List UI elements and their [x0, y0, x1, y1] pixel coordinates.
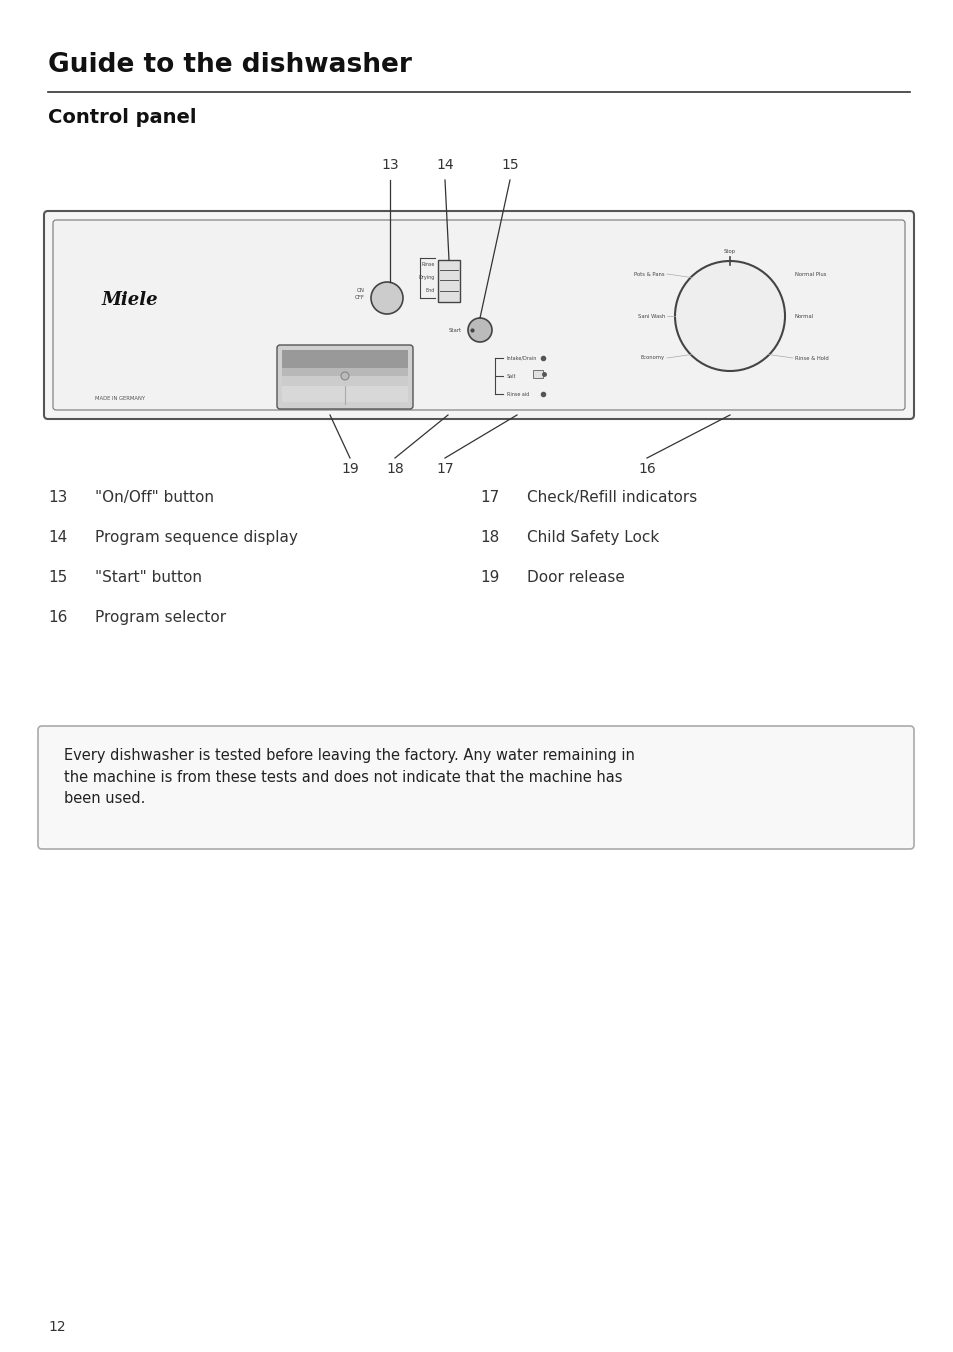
FancyBboxPatch shape: [276, 345, 413, 410]
Text: Economy: Economy: [640, 356, 664, 361]
Text: 14: 14: [436, 158, 454, 172]
Text: Program selector: Program selector: [95, 610, 226, 625]
FancyBboxPatch shape: [53, 220, 904, 410]
FancyBboxPatch shape: [44, 211, 913, 419]
Text: Start: Start: [449, 327, 461, 333]
Text: 16: 16: [48, 610, 68, 625]
Text: Guide to the dishwasher: Guide to the dishwasher: [48, 51, 412, 78]
Text: 17: 17: [436, 462, 454, 476]
Text: Normal Plus: Normal Plus: [794, 272, 825, 277]
Text: Pots & Pans: Pots & Pans: [634, 272, 664, 277]
Circle shape: [675, 261, 784, 370]
Bar: [437, 260, 459, 301]
Text: 18: 18: [386, 462, 403, 476]
Text: Sani Wash: Sani Wash: [637, 314, 664, 319]
Text: 17: 17: [479, 489, 498, 506]
Text: ON
OFF: ON OFF: [355, 288, 365, 300]
Text: Intake/Drain: Intake/Drain: [506, 356, 537, 361]
Text: "On/Off" button: "On/Off" button: [95, 489, 213, 506]
Text: Child Safety Lock: Child Safety Lock: [526, 530, 659, 545]
Text: Rinse: Rinse: [421, 262, 435, 268]
Text: 13: 13: [381, 158, 398, 172]
Text: Rinse & Hold: Rinse & Hold: [794, 356, 828, 361]
Bar: [533, 370, 542, 379]
Text: 19: 19: [341, 462, 358, 476]
Bar: [282, 387, 408, 402]
Text: Every dishwasher is tested before leaving the factory. Any water remaining in
th: Every dishwasher is tested before leavin…: [64, 748, 634, 806]
FancyBboxPatch shape: [38, 726, 913, 849]
Bar: [282, 350, 408, 368]
Circle shape: [468, 318, 492, 342]
Text: 12: 12: [48, 1320, 66, 1334]
Text: Miele: Miele: [102, 291, 158, 310]
Text: Salt: Salt: [506, 373, 516, 379]
Circle shape: [371, 283, 402, 314]
Text: Rinse aid: Rinse aid: [506, 392, 529, 396]
Text: Stop: Stop: [723, 249, 735, 254]
Text: 14: 14: [48, 530, 67, 545]
Bar: [282, 368, 408, 376]
Text: 15: 15: [500, 158, 518, 172]
Text: Drying: Drying: [418, 276, 435, 280]
Text: MADE IN GERMANY: MADE IN GERMANY: [95, 396, 145, 400]
Text: 15: 15: [48, 571, 67, 585]
Text: Normal: Normal: [794, 314, 813, 319]
Bar: [282, 376, 408, 387]
Text: 18: 18: [479, 530, 498, 545]
Text: 16: 16: [638, 462, 655, 476]
Text: Program sequence display: Program sequence display: [95, 530, 297, 545]
Text: End: End: [425, 288, 435, 293]
Text: Door release: Door release: [526, 571, 624, 585]
Text: Check/Refill indicators: Check/Refill indicators: [526, 489, 697, 506]
Text: Control panel: Control panel: [48, 108, 196, 127]
Text: "Start" button: "Start" button: [95, 571, 202, 585]
Circle shape: [340, 372, 349, 380]
Text: 19: 19: [479, 571, 498, 585]
Text: 13: 13: [48, 489, 68, 506]
